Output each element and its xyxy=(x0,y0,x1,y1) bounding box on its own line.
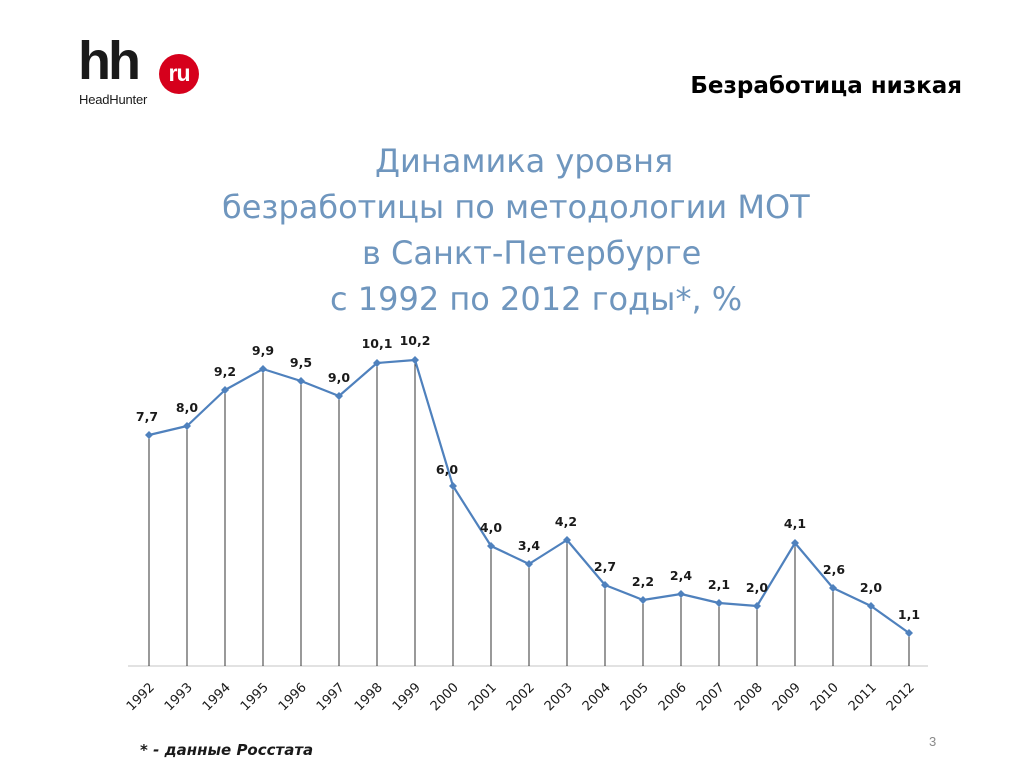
x-tick-label: 1995 xyxy=(238,680,272,714)
chart-title-line-2: безработицы по методологии МОТ xyxy=(222,188,810,226)
data-point xyxy=(411,356,419,364)
data-point xyxy=(449,482,457,490)
data-point xyxy=(335,392,343,400)
data-label: 4,0 xyxy=(480,520,502,535)
x-tick-label: 2003 xyxy=(542,680,576,714)
data-label: 2,1 xyxy=(708,577,730,592)
x-tick-label: 2008 xyxy=(732,680,766,714)
data-point xyxy=(525,560,533,568)
logo-hh-text: hh xyxy=(78,31,141,91)
x-tick-label: 2010 xyxy=(808,680,842,714)
data-point xyxy=(563,536,571,544)
x-tick-label: 1992 xyxy=(124,680,158,714)
slide-heading: Безработица низкая xyxy=(690,73,962,99)
x-tick-label: 1996 xyxy=(276,680,310,714)
x-tick-label: 2012 xyxy=(884,680,918,714)
data-point xyxy=(715,599,723,607)
data-label: 9,9 xyxy=(252,343,274,358)
data-point xyxy=(829,584,837,592)
data-label: 10,2 xyxy=(400,333,431,348)
data-label: 10,1 xyxy=(362,336,393,351)
data-label: 2,0 xyxy=(746,580,768,595)
data-label: 9,2 xyxy=(214,364,236,379)
data-label: 2,4 xyxy=(670,568,692,583)
data-point xyxy=(297,377,305,385)
data-label: 2,0 xyxy=(860,580,882,595)
data-label: 1,1 xyxy=(898,607,920,622)
data-label: 2,7 xyxy=(594,559,616,574)
data-point xyxy=(145,431,153,439)
data-point xyxy=(259,365,267,373)
footnote: * - данные Росстата xyxy=(140,741,314,759)
data-label: 9,0 xyxy=(328,370,350,385)
chart-title-line-1: Динамика уровня xyxy=(375,142,674,180)
x-tick-label: 1999 xyxy=(390,680,424,714)
data-label: 7,7 xyxy=(136,409,158,424)
headhunter-logo: hh ru HeadHunter xyxy=(78,34,208,115)
chart-title-line-3: в Санкт-Петербурге xyxy=(362,234,702,272)
logo-ru-badge: ru xyxy=(159,54,199,94)
data-label: 2,6 xyxy=(823,562,845,577)
data-point xyxy=(905,629,913,637)
x-tick-label: 2001 xyxy=(466,680,500,714)
logo-subtitle: HeadHunter xyxy=(79,92,148,107)
data-point xyxy=(791,539,799,547)
x-tick-label: 2005 xyxy=(618,680,652,714)
data-label: 4,1 xyxy=(784,516,806,531)
chart-title: Динамика уровня безработицы по методолог… xyxy=(160,138,900,322)
x-tick-label: 1997 xyxy=(314,680,348,714)
x-tick-label: 2002 xyxy=(504,680,538,714)
x-tick-label: 2006 xyxy=(656,680,690,714)
data-point xyxy=(601,581,609,589)
data-point xyxy=(677,590,685,598)
page-number: 3 xyxy=(929,734,937,749)
data-label: 3,4 xyxy=(518,538,540,553)
data-label: 2,2 xyxy=(632,574,654,589)
data-point xyxy=(373,359,381,367)
chart-title-line-4: с 1992 по 2012 годы*, % xyxy=(330,280,743,318)
data-point xyxy=(867,602,875,610)
data-point xyxy=(221,386,229,394)
x-tick-label: 2004 xyxy=(580,680,614,714)
data-label: 8,0 xyxy=(176,400,198,415)
data-point xyxy=(753,602,761,610)
x-tick-label: 2000 xyxy=(428,680,462,714)
x-tick-label: 1994 xyxy=(200,680,234,714)
x-tick-label: 2009 xyxy=(770,680,804,714)
data-label: 6,0 xyxy=(436,462,458,477)
data-point xyxy=(183,422,191,430)
data-label: 9,5 xyxy=(290,355,312,370)
data-point xyxy=(487,542,495,550)
x-tick-label: 1993 xyxy=(162,680,196,714)
x-tick-label: 2007 xyxy=(694,680,728,714)
data-label: 4,2 xyxy=(555,514,577,529)
x-tick-label: 1998 xyxy=(352,680,386,714)
data-point xyxy=(639,596,647,604)
x-tick-label: 2011 xyxy=(846,680,880,714)
